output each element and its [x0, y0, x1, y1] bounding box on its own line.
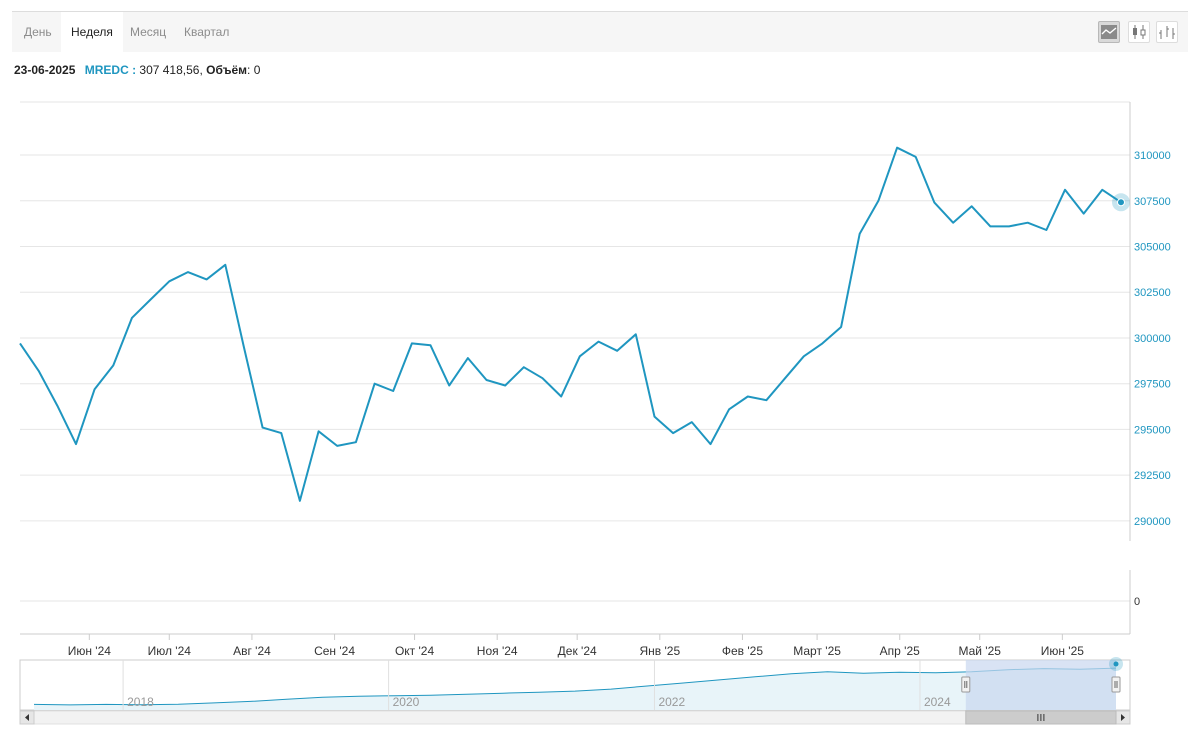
y-tick-label: 290000 [1134, 516, 1171, 528]
navigator-line [33, 667, 1117, 706]
price-series-line [19, 146, 1122, 502]
y-tick-label: 292500 [1134, 470, 1171, 482]
x-tick-label: Ноя '24 [477, 644, 518, 658]
tab-day[interactable]: День [24, 25, 52, 39]
y-tick-label: 305000 [1134, 242, 1171, 254]
top-border [12, 11, 1188, 12]
y-tick-label: 310000 [1134, 150, 1171, 162]
candlestick-button[interactable] [1128, 21, 1150, 43]
x-tick-label: Окт '24 [395, 644, 435, 658]
navigator-area [34, 668, 1116, 710]
info-volume-value: : 0 [247, 63, 261, 77]
volume-tick-label: 0 [1134, 596, 1140, 608]
x-tick-label: Июн '24 [68, 644, 112, 658]
navigator-tick-label: 2018 [127, 695, 154, 709]
x-tick-label: Июн '25 [1041, 644, 1085, 658]
y-tick-label: 295000 [1134, 424, 1171, 436]
ohlc-icon [1159, 26, 1175, 39]
x-tick-label: Март '25 [793, 644, 841, 658]
y-tick-label: 297500 [1134, 379, 1171, 391]
info-date: 23-06-2025 [14, 63, 76, 77]
line-chart-icon [1101, 25, 1117, 39]
info-volume-label: Объём [206, 63, 248, 77]
y-tick-label: 300000 [1134, 333, 1171, 345]
chevron-left-icon [25, 714, 29, 721]
info-value: 307 418,56, [139, 63, 203, 77]
navigator-handle-left[interactable] [961, 676, 971, 693]
navigator-tick-label: 2020 [393, 695, 420, 709]
hover-marker [1117, 198, 1125, 207]
y-tick-label: 302500 [1134, 287, 1171, 299]
candlestick-icon [1133, 25, 1146, 39]
scrollbar-track [19, 710, 1131, 725]
chart-toolbar: День Неделя Месяц Квартал [12, 12, 1188, 52]
x-tick-label: Июл '24 [148, 644, 192, 658]
navigator-marker [1113, 661, 1119, 667]
tab-month[interactable]: Месяц [130, 25, 167, 39]
chevron-right-icon [1121, 714, 1125, 721]
tab-week[interactable]: Неделя [61, 12, 123, 52]
y-tick-label: 307500 [1134, 196, 1171, 208]
navigator-handle-right[interactable] [1111, 676, 1121, 693]
info-separator: : [128, 63, 140, 77]
navigator-tick-label: 2024 [924, 695, 951, 709]
x-tick-label: Май '25 [958, 644, 1001, 658]
navigator-tick-label: 2022 [658, 695, 685, 709]
x-tick-label: Апр '25 [880, 644, 920, 658]
x-tick-label: Сен '24 [314, 644, 355, 658]
x-tick-label: Авг '24 [233, 644, 271, 658]
x-tick-label: Дек '24 [558, 644, 597, 658]
ohlc-button[interactable] [1156, 21, 1178, 43]
x-tick-label: Янв '25 [639, 644, 680, 658]
line-chart-button[interactable] [1098, 21, 1120, 43]
navigator-selection[interactable] [965, 660, 1116, 710]
tab-quarter[interactable]: Квартал [184, 25, 230, 39]
tooltip-info-bar: 23-06-2025 MREDC : 307 418,56, Объём: 0 [14, 63, 260, 77]
info-series-name: MREDC [84, 63, 129, 77]
x-tick-label: Фев '25 [722, 644, 763, 658]
